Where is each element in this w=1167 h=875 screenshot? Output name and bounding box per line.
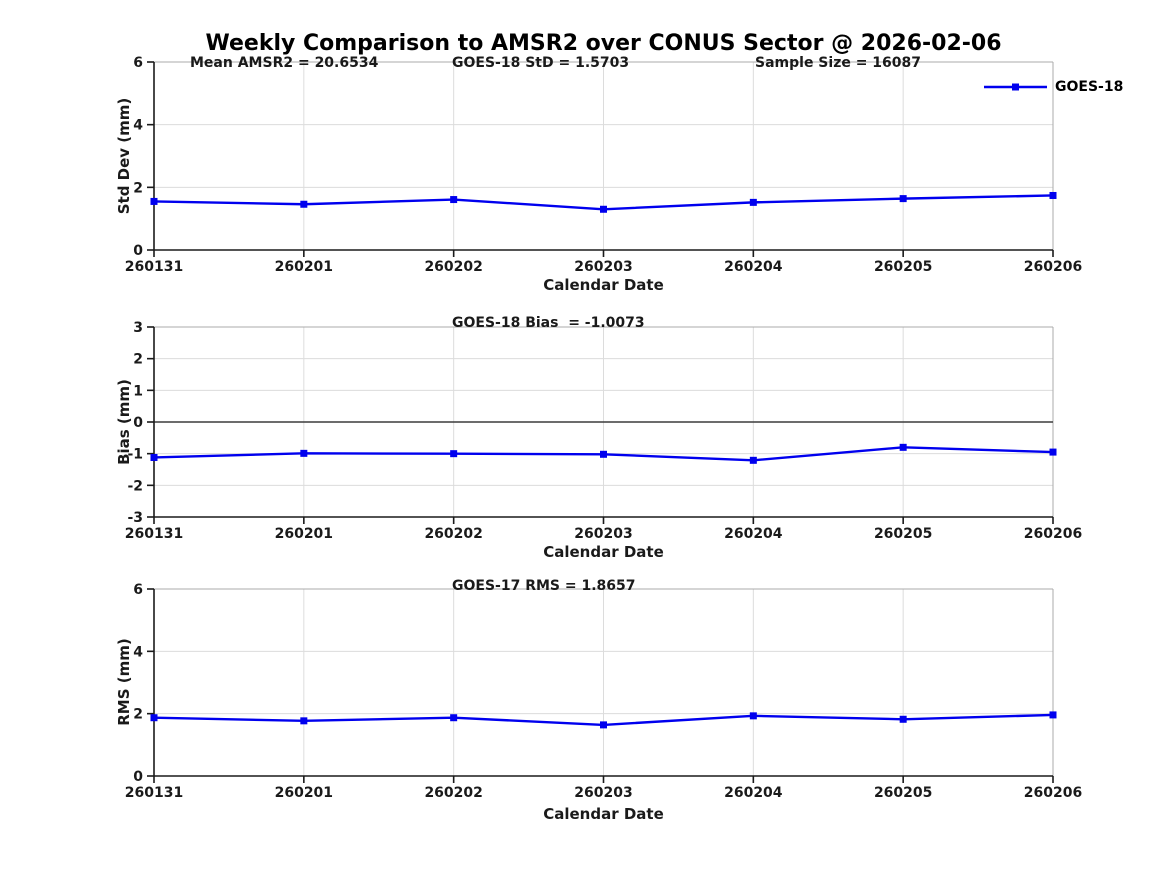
x-tick-label: 260205 (874, 259, 932, 275)
ylabel-rms: RMS (mm) (115, 638, 133, 726)
data-point-marker (600, 721, 607, 729)
y-tick-label: 6 (133, 55, 143, 71)
data-point-marker (150, 714, 158, 722)
x-tick-label: 260203 (574, 259, 632, 275)
x-tick-label: 260131 (125, 526, 183, 542)
x-tick-label: 260206 (1024, 526, 1082, 542)
x-tick-label: 260206 (1024, 785, 1082, 801)
y-tick-label: 4 (133, 644, 143, 660)
data-point-marker (300, 200, 308, 208)
data-point-marker (600, 450, 607, 458)
x-tick-label: 260202 (424, 526, 482, 542)
xlabel-calendar-date-2: Calendar Date (543, 543, 664, 561)
x-tick-label: 260206 (1024, 259, 1082, 275)
annotation-mean-amsr2: Mean AMSR2 = 20.6534 (190, 55, 379, 71)
ylabel-std-dev: Std Dev (mm) (115, 97, 133, 215)
y-tick-label: 2 (133, 352, 143, 368)
y-tick-label: 2 (133, 180, 143, 196)
data-point-marker (749, 712, 757, 720)
y-tick-label: -2 (127, 478, 143, 494)
data-point-marker (749, 198, 757, 206)
y-tick-label: -1 (127, 447, 143, 463)
legend-marker-icon (1012, 83, 1019, 91)
x-tick-label: 260204 (724, 259, 783, 275)
x-tick-label: 260131 (125, 785, 183, 801)
data-point-marker (150, 453, 158, 461)
x-tick-label: 260203 (574, 526, 632, 542)
data-point-marker (450, 196, 458, 204)
x-tick-label: 260205 (874, 785, 932, 801)
y-tick-label: 2 (133, 707, 143, 723)
y-tick-label: 4 (133, 118, 143, 134)
x-tick-label: 260202 (424, 259, 482, 275)
annotation-goes18-bias: GOES-18 Bias = -1.0073 (452, 315, 645, 331)
y-tick-label: 0 (133, 769, 143, 785)
x-tick-label: 260204 (724, 526, 783, 542)
x-tick-label: 260131 (125, 259, 183, 275)
y-tick-label: 3 (133, 320, 143, 336)
x-tick-label: 260205 (874, 526, 932, 542)
y-tick-label: -3 (127, 510, 143, 526)
legend-line-sample (984, 83, 1047, 91)
data-point-marker (450, 714, 458, 722)
annotation-goes17-rms: GOES-17 RMS = 1.8657 (452, 578, 636, 594)
legend: GOES-18 (984, 79, 1123, 95)
x-tick-label: 260203 (574, 785, 632, 801)
x-tick-label: 260202 (424, 785, 482, 801)
x-tick-label: 260201 (275, 259, 333, 275)
data-point-marker (1049, 191, 1057, 199)
data-point-marker (749, 456, 757, 464)
y-tick-label: 0 (133, 243, 143, 259)
y-tick-label: 0 (133, 415, 143, 431)
data-point-marker (600, 205, 607, 213)
page-title: Weekly Comparison to AMSR2 over CONUS Se… (205, 31, 1002, 56)
data-point-marker (300, 449, 308, 457)
xlabel-calendar-date-1: Calendar Date (543, 276, 664, 294)
x-tick-label: 260204 (724, 785, 783, 801)
data-point-marker (899, 443, 907, 451)
data-point-marker (300, 717, 308, 725)
data-point-marker (1049, 711, 1057, 719)
legend-label: GOES-18 (1055, 79, 1124, 95)
x-tick-label: 260201 (275, 785, 333, 801)
y-tick-label: 1 (133, 383, 143, 399)
annotation-sample-size: Sample Size = 16087 (755, 55, 922, 71)
y-tick-label: 6 (133, 582, 143, 598)
annotation-goes18-std: GOES-18 StD = 1.5703 (452, 55, 630, 71)
ylabel-bias: Bias (mm) (115, 379, 133, 465)
data-point-marker (1049, 448, 1057, 456)
xlabel-calendar-date-3: Calendar Date (543, 805, 664, 823)
data-point-marker (450, 450, 458, 458)
x-tick-label: 260201 (275, 526, 333, 542)
data-point-marker (150, 197, 158, 205)
data-point-marker (899, 715, 907, 723)
data-point-marker (899, 195, 907, 203)
